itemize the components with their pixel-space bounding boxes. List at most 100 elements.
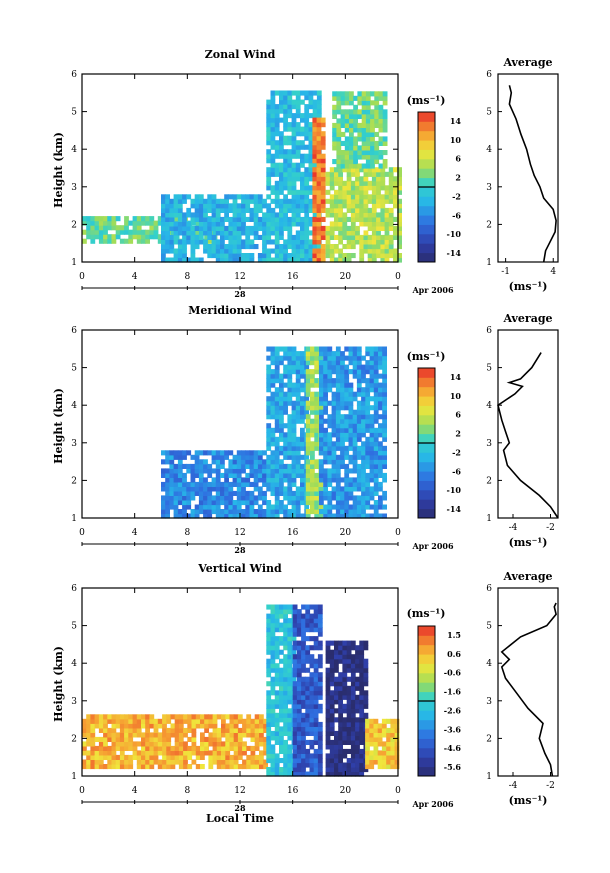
heatmap-cell	[279, 445, 284, 451]
heatmap-cell	[266, 104, 272, 110]
heatmap-cell	[373, 759, 379, 765]
heatmap-cell	[182, 257, 187, 263]
heatmap-cell	[361, 104, 367, 110]
heatmap-cell	[107, 225, 113, 231]
heatmap-cell	[382, 364, 387, 370]
heatmap-cell	[295, 122, 301, 128]
heatmap-cell	[350, 703, 356, 709]
heatmap-cell	[253, 203, 259, 209]
heatmap-cell	[262, 198, 267, 204]
heatmap-cell	[369, 495, 375, 501]
heatmap-cell	[390, 718, 396, 724]
colorbar-tick-label: -10	[447, 229, 462, 239]
heatmap-cell	[304, 239, 310, 245]
heatmap-cell	[295, 436, 301, 442]
heatmap-cell	[236, 257, 242, 263]
heatmap-cell	[335, 436, 341, 442]
heatmap-cell	[331, 405, 337, 411]
heatmap-cell	[378, 396, 383, 402]
heatmap-cell	[169, 472, 175, 478]
heatmap-cell	[190, 234, 196, 240]
heatmap-cell	[287, 414, 293, 420]
heatmap-cell	[257, 221, 263, 227]
heatmap-cell	[266, 131, 272, 137]
colorbar-segment	[418, 480, 435, 491]
heatmap-cell	[266, 694, 272, 700]
heatmap-cell	[291, 162, 297, 168]
heatmap-cell	[361, 154, 367, 160]
heatmap-cell	[157, 741, 163, 747]
heatmap-cell	[291, 189, 297, 195]
heatmap-cell	[198, 203, 204, 209]
heatmap-cell	[145, 727, 150, 733]
heatmap-cell	[365, 477, 371, 483]
heatmap-cell	[300, 472, 305, 478]
heatmap-cell	[373, 441, 379, 447]
heatmap-cell	[132, 727, 138, 733]
heatmap-cell	[149, 759, 155, 765]
average-x-tick-label: 4	[550, 267, 556, 277]
heatmap-cell	[291, 90, 297, 96]
heatmap-cell	[342, 735, 348, 741]
heatmap-cell	[228, 257, 234, 263]
heatmap-cell	[82, 229, 87, 235]
heatmap-cell	[305, 658, 311, 664]
heatmap-cell	[249, 216, 255, 222]
average-profile-line	[497, 352, 559, 519]
heatmap-cell	[359, 753, 365, 759]
heatmap-cell	[304, 144, 310, 150]
heatmap-cell	[309, 613, 315, 619]
heatmap-cell	[296, 771, 302, 777]
heatmap-cell	[346, 239, 352, 245]
heatmap-cell	[308, 167, 314, 173]
heatmap-cell	[382, 427, 387, 433]
heatmap-cell	[208, 764, 214, 770]
heatmap-cell	[203, 486, 208, 492]
heatmap-cell	[331, 441, 337, 447]
heatmap-cell	[190, 468, 196, 474]
heatmap-cell	[287, 244, 293, 250]
heatmap-cell	[279, 360, 284, 366]
heatmap-cell	[312, 248, 318, 254]
heatmap-cell	[365, 759, 370, 765]
heatmap-cell	[316, 113, 322, 119]
heatmap-cell	[236, 194, 242, 200]
heatmap-cell	[331, 355, 337, 361]
heatmap-cell	[352, 396, 358, 402]
heatmap-cell	[356, 355, 362, 361]
y-tick-label: 5	[71, 622, 77, 632]
heatmap-cell	[335, 378, 341, 384]
heatmap-cell	[338, 748, 343, 754]
heatmap-cell	[291, 198, 297, 204]
heatmap-cell	[340, 150, 346, 156]
heatmap-cell	[365, 745, 370, 751]
heatmap-cell	[382, 414, 387, 420]
heatmap-cell	[350, 694, 356, 700]
heatmap-cell	[232, 481, 238, 487]
heatmap-cell	[266, 113, 272, 119]
heatmap-cell	[338, 171, 343, 177]
heatmap-cell	[373, 378, 379, 384]
heatmap-cell	[183, 754, 188, 760]
heatmap-cell	[359, 767, 365, 773]
heatmap-cell	[373, 732, 379, 738]
heatmap-cell	[382, 423, 387, 429]
heatmap-cell	[124, 723, 129, 729]
heatmap-cell	[270, 627, 276, 633]
heatmap-cell	[300, 189, 305, 195]
heatmap-cell	[300, 234, 305, 240]
heatmap-cell	[355, 207, 360, 213]
heatmap-cell	[103, 727, 108, 733]
heatmap-cell	[211, 500, 217, 506]
heatmap-cell	[313, 672, 319, 678]
colorbar-tick-label: 2	[455, 173, 461, 183]
heatmap-cell	[191, 741, 197, 747]
heatmap-cell	[211, 244, 217, 250]
heatmap-cell	[132, 718, 138, 724]
heatmap-cell	[287, 513, 293, 519]
heatmap-cell	[305, 355, 311, 361]
heatmap-cell	[177, 244, 183, 250]
heatmap-cell	[348, 360, 354, 366]
heatmap-cell	[257, 490, 263, 496]
heatmap-cell	[317, 758, 323, 764]
